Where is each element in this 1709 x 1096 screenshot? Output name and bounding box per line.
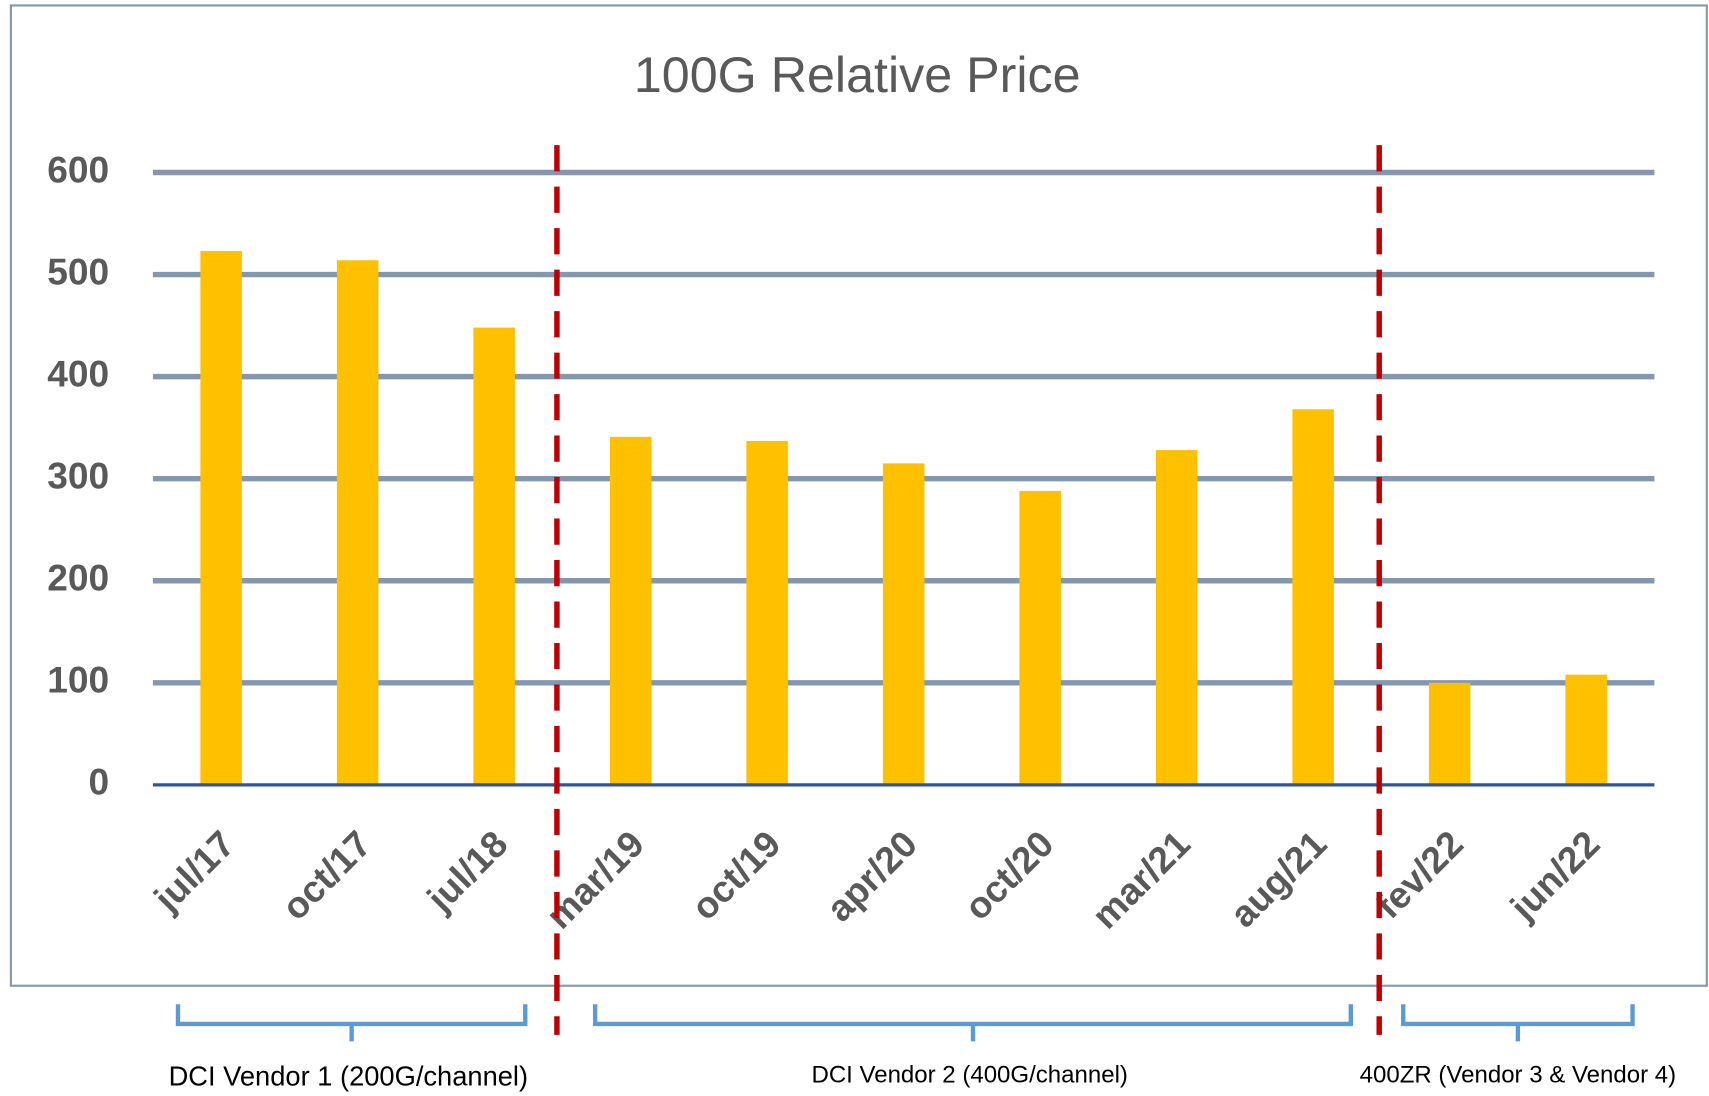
brace bbox=[175, 1004, 528, 1042]
bar bbox=[1428, 682, 1471, 785]
y-tick-label: 100 bbox=[47, 659, 109, 701]
bar bbox=[1292, 409, 1334, 785]
y-tick-label: 0 bbox=[89, 761, 110, 803]
bar bbox=[609, 436, 652, 785]
bar bbox=[1565, 674, 1607, 785]
brace bbox=[1401, 1004, 1635, 1042]
group-label: DCI Vendor 2 (400G/channel) bbox=[811, 1062, 1127, 1089]
bar bbox=[200, 251, 242, 785]
y-tick-label: 600 bbox=[47, 148, 109, 190]
bar bbox=[1155, 450, 1198, 785]
bar bbox=[336, 260, 379, 785]
chart-title: 100G Relative Price bbox=[634, 47, 1081, 103]
bar bbox=[746, 440, 788, 785]
brace bbox=[592, 1004, 1354, 1042]
bar bbox=[882, 463, 925, 785]
group-label: DCI Vendor 1 (200G/channel) bbox=[169, 1061, 528, 1092]
group-label: 400ZR (Vendor 3 & Vendor 4) bbox=[1360, 1062, 1676, 1089]
y-tick-label: 300 bbox=[47, 454, 109, 496]
y-tick-label: 500 bbox=[47, 250, 109, 292]
bar bbox=[473, 327, 515, 785]
y-tick-label: 400 bbox=[47, 352, 109, 394]
y-tick-label: 200 bbox=[47, 557, 109, 599]
bar bbox=[1019, 490, 1061, 785]
chart-border bbox=[9, 4, 1708, 987]
